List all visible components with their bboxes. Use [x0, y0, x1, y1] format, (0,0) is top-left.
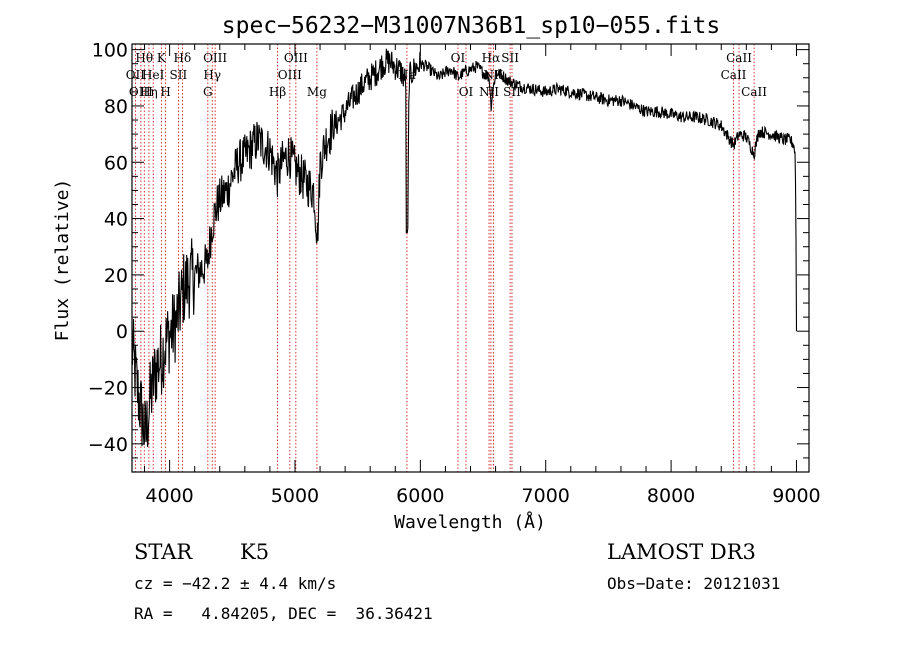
spectral-line-label: Hθ — [135, 51, 153, 65]
spectral-line-label: OIII — [284, 51, 308, 65]
spectral-line-labels: OIIOIIIHθHηHeIKHSIIHδGHγOIIIHβOIIIOIIIMg… — [126, 51, 768, 99]
y-tick-label: −40 — [88, 434, 128, 456]
spectral-line-label: CaII — [721, 68, 747, 82]
spectral-line-label: OII — [126, 68, 146, 82]
survey-name: LAMOST DR3 — [607, 540, 756, 564]
y-tick-label: 0 — [116, 321, 128, 343]
plot-frame — [131, 43, 810, 473]
spectral-line-label: OIII — [129, 85, 153, 99]
spectral-line-label: OIII — [203, 51, 227, 65]
spectral-line-label: NII — [479, 85, 499, 99]
x-tick-label: 6000 — [396, 485, 444, 507]
x-tick-label: 9000 — [772, 485, 820, 507]
spectral-line-label: Hα — [482, 51, 501, 65]
x-axis-label: Wavelength (Å) — [394, 511, 546, 533]
spectral-line-label: SII — [170, 68, 188, 82]
coordinates: RA = 4.84205, DEC = 36.36421 — [134, 604, 433, 623]
x-tick-label: 8000 — [647, 485, 695, 507]
x-tick-label: 5000 — [271, 485, 319, 507]
spectral-line-label: OIII — [278, 68, 302, 82]
redshift-cz: cz = −42.2 ± 4.4 km/s — [134, 574, 336, 593]
chart-title: spec−56232−M31007N36B1_sp10−055.fits — [222, 13, 721, 39]
y-tick-label: −20 — [88, 378, 128, 400]
spectral-line-label: SII — [503, 85, 521, 99]
y-tick-label: 80 — [104, 96, 128, 118]
spectral-line-markers — [134, 44, 755, 472]
spectral-line-label: Hδ — [174, 51, 192, 65]
y-tick-label: 60 — [104, 152, 128, 174]
spectral-line-label: G — [203, 85, 213, 99]
y-tick-label: 100 — [92, 40, 128, 62]
spectral-line-label: K — [157, 51, 167, 65]
spectral-line-label: CaII — [726, 51, 752, 65]
spectral-line-label: OI — [451, 51, 466, 65]
spectral-line-label: Mg — [307, 85, 327, 99]
spectral-line-label: HeI — [142, 68, 165, 82]
y-axis-ticks: −40 −20 0 20 40 60 80 100 — [88, 40, 809, 459]
object-subclass: K5 — [240, 540, 269, 564]
y-tick-label: 20 — [104, 265, 128, 287]
y-axis-label: Flux (relative) — [52, 179, 73, 342]
spectral-line-label: H — [160, 85, 170, 99]
spectrum-series-line — [131, 48, 798, 447]
y-tick-label: 40 — [104, 209, 128, 231]
spectral-line-label: Hη — [140, 85, 158, 99]
object-class: STAR — [134, 540, 193, 564]
spectral-line-label: Hγ — [203, 68, 221, 82]
x-axis-ticks: 4000 5000 6000 7000 8000 9000 — [144, 44, 821, 507]
observation-date: Obs−Date: 20121031 — [607, 574, 780, 593]
spectral-line-label: CaII — [741, 85, 767, 99]
x-tick-label: 7000 — [522, 485, 570, 507]
x-tick-label: 4000 — [145, 485, 193, 507]
spectral-line-label: SII — [501, 51, 519, 65]
spectral-line-label: Hβ — [269, 85, 286, 99]
spectral-line-label: OI — [459, 85, 474, 99]
